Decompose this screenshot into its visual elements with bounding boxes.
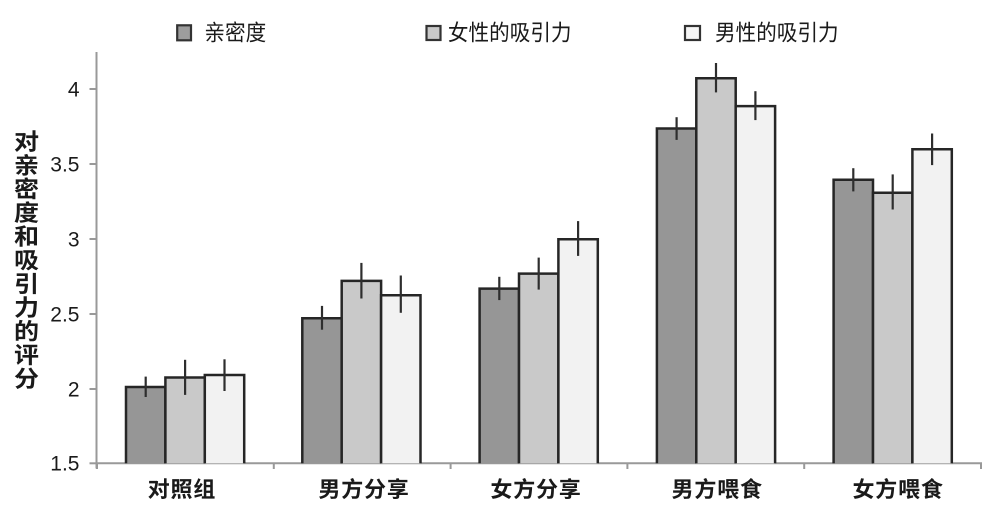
svg-text:3.5: 3.5 xyxy=(50,153,79,176)
svg-text:2.5: 2.5 xyxy=(50,303,79,326)
svg-text:3: 3 xyxy=(68,228,80,251)
svg-text:4: 4 xyxy=(68,78,80,101)
svg-text:2: 2 xyxy=(68,378,80,401)
svg-text:1.5: 1.5 xyxy=(50,453,79,476)
